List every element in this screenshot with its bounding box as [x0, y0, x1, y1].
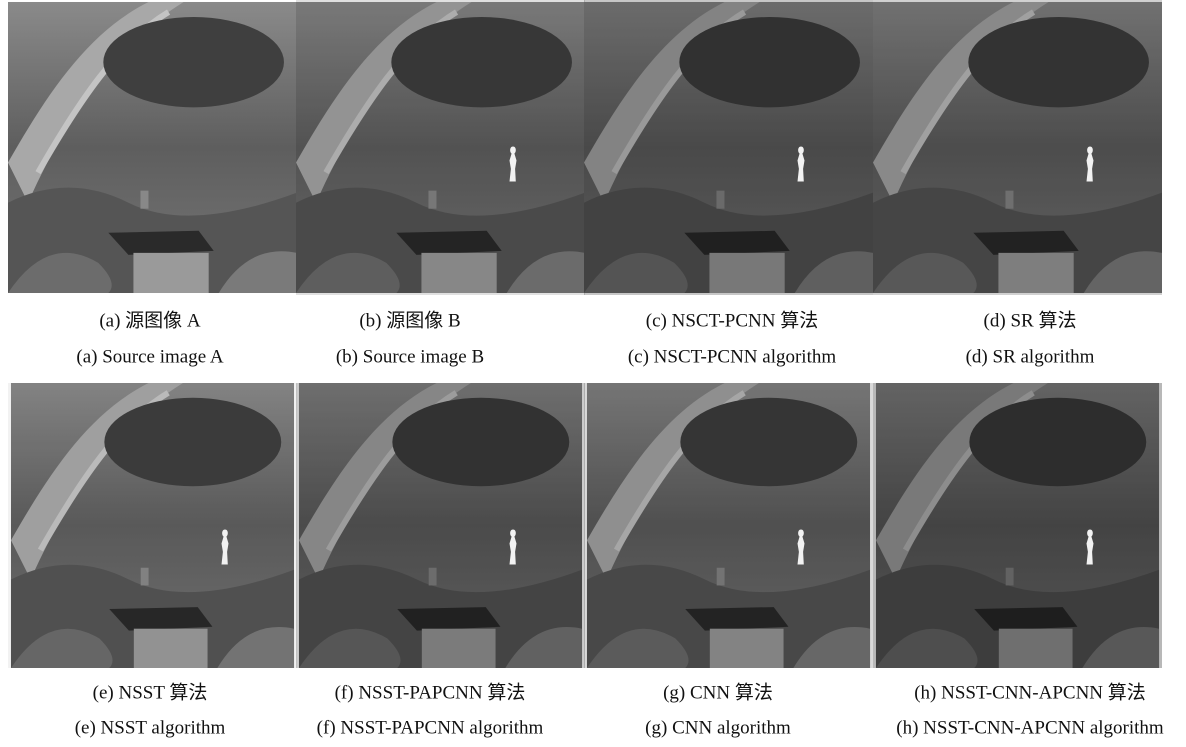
hot-target	[510, 530, 517, 565]
image-panel: (a) 源图像 A (a) Source image A	[8, 0, 297, 367]
panel-tone	[584, 0, 873, 295]
caption-zh: (d) SR 算法	[984, 309, 1077, 331]
figure: (a) 源图像 A(a) Source image A(b) 源图像 B(b) …	[0, 0, 1186, 747]
panel-tone	[296, 0, 585, 295]
caption-en: (g) CNN algorithm	[645, 717, 791, 738]
caption-zh: (f) NSST-PAPCNN 算法	[335, 681, 526, 703]
image-panel: (c) NSCT-PCNN 算法 (c) NSCT-PCNN algorithm	[584, 0, 873, 367]
image-panel: (e) NSST 算法 (e) NSST algorithm	[8, 383, 297, 738]
hot-target	[510, 147, 517, 182]
caption-en: (c) NSCT-PCNN algorithm	[628, 346, 837, 367]
hot-target	[1087, 530, 1094, 565]
caption-en: (e) NSST algorithm	[75, 717, 226, 738]
image-panel: (b) 源图像 B (b) Source image B	[296, 0, 585, 367]
hot-target	[1087, 147, 1094, 182]
image-panel: (h) NSST-CNN-APCNN 算法 (h) NSST-CNN-APCNN …	[873, 383, 1164, 738]
panel-tone	[8, 383, 297, 668]
caption-en: (d) SR algorithm	[966, 346, 1095, 367]
caption-en: (f) NSST-PAPCNN algorithm	[317, 717, 544, 738]
caption-zh: (g) CNN 算法	[663, 681, 773, 703]
panels: (a) 源图像 A(a) Source image A(b) 源图像 B(b) …	[8, 0, 1164, 738]
image-panel: (g) CNN 算法 (g) CNN algorithm	[584, 383, 873, 738]
caption-zh: (h) NSST-CNN-APCNN 算法	[914, 681, 1146, 703]
hot-target	[798, 530, 805, 565]
caption-en: (b) Source image B	[336, 346, 484, 367]
panel-tone	[873, 383, 1162, 668]
image-panel: (d) SR 算法 (d) SR algorithm	[873, 0, 1162, 367]
caption-zh: (c) NSCT-PCNN 算法	[646, 309, 818, 331]
caption-zh: (e) NSST 算法	[93, 681, 208, 703]
image-panel: (f) NSST-PAPCNN 算法 (f) NSST-PAPCNN algori…	[296, 383, 585, 738]
hot-target	[222, 530, 229, 565]
caption-en: (a) Source image A	[76, 346, 223, 367]
caption-zh: (b) 源图像 B	[359, 309, 460, 331]
caption-en: (h) NSST-CNN-APCNN algorithm	[896, 717, 1164, 738]
panel-tone	[584, 383, 873, 668]
caption-zh: (a) 源图像 A	[99, 309, 201, 331]
panel-tone	[873, 0, 1162, 295]
panel-tone	[296, 383, 585, 668]
hot-target	[798, 147, 805, 182]
